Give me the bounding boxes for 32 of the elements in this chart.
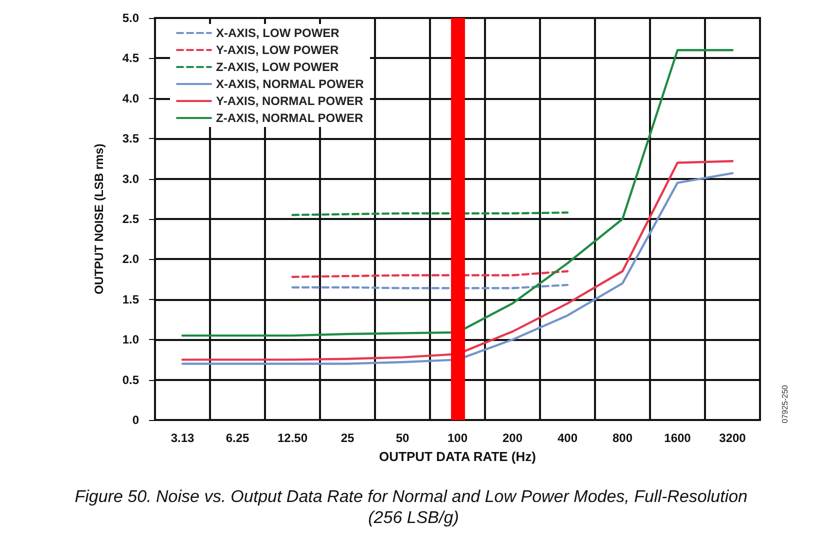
- y-axis-title: OUTPUT NOISE (LSB rms): [92, 144, 106, 294]
- legend-label: X-AXIS, LOW POWER: [216, 26, 340, 40]
- y-tick-label: 1.5: [122, 292, 140, 306]
- x-tick-label: 100: [447, 431, 468, 445]
- text: Figure 50. Noise vs. Output Data Rate for Normal and Low Power Modes, Full-Resolution (256 LSB/g): [74, 487, 752, 527]
- x-axis-title: OUTPUT DATA RATE (Hz): [379, 449, 536, 464]
- y-tick-label: 2.0: [122, 252, 140, 266]
- legend-label: Z-AXIS, NORMAL POWER: [216, 111, 364, 125]
- y-tick-label: 4.5: [122, 51, 140, 66]
- legend-label: Z-AXIS, LOW POWER: [216, 60, 339, 74]
- y-tick-label: 0.5: [122, 372, 140, 387]
- text: 07925-250: [780, 384, 790, 424]
- legend-label: Y-AXIS, LOW POWER: [216, 43, 340, 57]
- legend-label: Y-AXIS, NORMAL POWER: [216, 94, 364, 108]
- x-tick-label: 3200: [719, 431, 746, 445]
- y-tick-label: 3.0: [122, 172, 140, 186]
- y-tick-label: 3.5: [122, 132, 140, 146]
- x-tick-label: 1600: [664, 431, 692, 445]
- y-tick-label: 1.0: [122, 332, 140, 347]
- x-tick-label: 12.50: [277, 431, 308, 445]
- y-tick-label: 0: [132, 413, 140, 427]
- x-tick-label: 50: [396, 431, 410, 445]
- x-tick-label: 200: [502, 431, 523, 445]
- x-tick-label: 25: [340, 431, 354, 445]
- x-tick-label: 800: [612, 431, 633, 445]
- x-tick-label: 400: [557, 431, 578, 445]
- y-tick-label: 2.5: [122, 212, 140, 226]
- x-tick-label: 3.13: [170, 431, 194, 445]
- x-tick-label: 6.25: [226, 431, 250, 445]
- y-tick-label: 4.0: [122, 91, 140, 106]
- legend-label: X-AXIS, NORMAL POWER: [216, 77, 364, 91]
- y-tick-label: 5.0: [122, 11, 140, 25]
